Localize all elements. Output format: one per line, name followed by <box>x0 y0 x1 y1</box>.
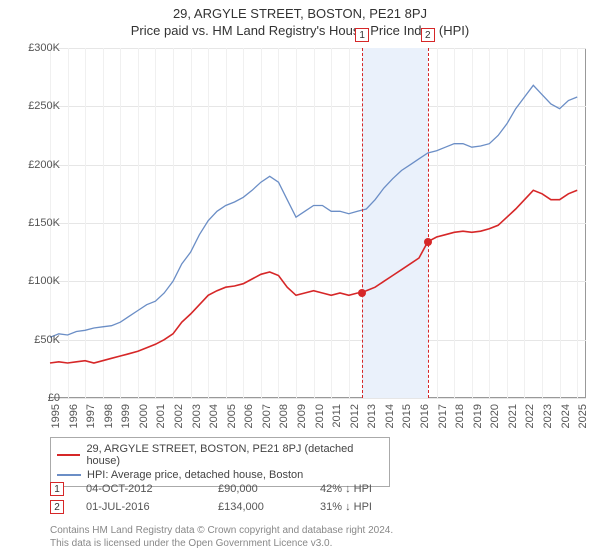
x-axis-label: 2000 <box>138 404 150 428</box>
x-axis-label: 2023 <box>542 404 554 428</box>
x-axis-label: 2007 <box>261 404 273 428</box>
chart-plot-area: 12 <box>50 48 586 398</box>
transaction-marker: 1 <box>50 482 64 496</box>
y-axis-label: £300K <box>28 42 60 54</box>
x-axis-label: 1995 <box>50 404 62 428</box>
x-axis-label: 1999 <box>120 404 132 428</box>
x-axis-label: 2018 <box>454 404 466 428</box>
y-axis-label: £100K <box>28 275 60 287</box>
data-point-marker <box>424 238 432 246</box>
event-line-1 <box>362 48 363 398</box>
x-axis-label: 2005 <box>226 404 238 428</box>
y-axis-label: £0 <box>48 392 60 404</box>
legend-swatch <box>57 454 80 456</box>
x-axis-label: 2003 <box>191 404 203 428</box>
x-axis-label: 1996 <box>68 404 80 428</box>
y-axis-label: £200K <box>28 159 60 171</box>
x-axis-label: 1998 <box>103 404 115 428</box>
series-hpi <box>50 85 577 337</box>
x-axis-label: 2001 <box>155 404 167 428</box>
x-axis-label: 2006 <box>243 404 255 428</box>
x-axis-label: 2020 <box>489 404 501 428</box>
gridline-h <box>50 398 586 399</box>
transaction-delta: 31% ↓ HPI <box>320 501 372 513</box>
y-axis-label: £250K <box>28 100 60 112</box>
data-point-marker <box>358 289 366 297</box>
x-axis-label: 2022 <box>524 404 536 428</box>
event-line-2 <box>428 48 429 398</box>
x-axis-label: 2010 <box>314 404 326 428</box>
x-axis-label: 2017 <box>437 404 449 428</box>
transaction-row: 2 01-JUL-2016 £134,000 31% ↓ HPI <box>50 498 570 516</box>
footer-line-1: Contains HM Land Registry data © Crown c… <box>50 524 580 537</box>
chart-title: 29, ARGYLE STREET, BOSTON, PE21 8PJ <box>0 0 600 21</box>
x-axis-label: 2021 <box>507 404 519 428</box>
chart-subtitle: Price paid vs. HM Land Registry's House … <box>0 21 600 42</box>
x-axis-label: 2012 <box>349 404 361 428</box>
x-axis-label: 2019 <box>472 404 484 428</box>
legend-label: 29, ARGYLE STREET, BOSTON, PE21 8PJ (det… <box>86 443 383 467</box>
transaction-date: 01-JUL-2016 <box>86 501 196 513</box>
footer-attribution: Contains HM Land Registry data © Crown c… <box>50 524 580 550</box>
legend-item: 29, ARGYLE STREET, BOSTON, PE21 8PJ (det… <box>57 442 383 468</box>
x-axis-label: 2015 <box>401 404 413 428</box>
transaction-price: £90,000 <box>218 483 298 495</box>
y-axis-label: £50K <box>34 334 60 346</box>
legend-swatch <box>57 474 81 476</box>
transaction-price: £134,000 <box>218 501 298 513</box>
event-label-box-2: 2 <box>421 28 435 42</box>
x-axis-label: 2013 <box>366 404 378 428</box>
transaction-row: 1 04-OCT-2012 £90,000 42% ↓ HPI <box>50 480 570 498</box>
transaction-marker: 2 <box>50 500 64 514</box>
x-axis-label: 2008 <box>278 404 290 428</box>
series-price_paid <box>50 190 577 363</box>
line-series-svg <box>50 48 586 398</box>
footer-line-2: This data is licensed under the Open Gov… <box>50 537 580 550</box>
x-axis-label: 2009 <box>296 404 308 428</box>
transactions-table: 1 04-OCT-2012 £90,000 42% ↓ HPI 2 01-JUL-2016… <box>50 480 570 516</box>
x-axis-label: 2002 <box>173 404 185 428</box>
x-axis-label: 2025 <box>577 404 589 428</box>
x-axis-label: 2004 <box>208 404 220 428</box>
x-axis-label: 2011 <box>331 404 343 428</box>
x-axis-label: 2016 <box>419 404 431 428</box>
event-label-box-1: 1 <box>355 28 369 42</box>
x-axis-label: 1997 <box>85 404 97 428</box>
transaction-delta: 42% ↓ HPI <box>320 483 372 495</box>
x-axis-label: 2024 <box>560 404 572 428</box>
x-axis-label: 2014 <box>384 404 396 428</box>
y-axis-label: £150K <box>28 217 60 229</box>
transaction-date: 04-OCT-2012 <box>86 483 196 495</box>
